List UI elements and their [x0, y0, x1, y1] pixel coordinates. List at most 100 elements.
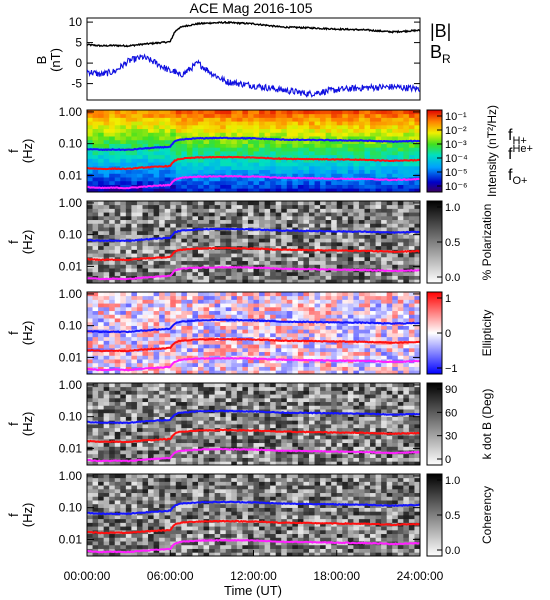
heatmap-cell [153, 427, 160, 432]
heatmap-cell [342, 212, 349, 217]
heatmap-cell [98, 275, 105, 280]
heatmap-cell [264, 453, 271, 458]
heatmap-cell [303, 173, 310, 178]
heatmap-cell [142, 310, 149, 315]
heatmap-cell [247, 355, 254, 360]
heatmap-cell [181, 158, 188, 163]
heatmap-cell [325, 215, 332, 221]
heatmap-cell [203, 435, 210, 440]
heatmap-cell [198, 212, 204, 217]
heatmap-cell [309, 431, 315, 436]
heatmap-cell [342, 132, 349, 137]
heatmap-cell [153, 450, 160, 455]
heatmap-cell [320, 215, 327, 221]
heatmap-cell [220, 268, 227, 273]
heatmap-cell [281, 253, 288, 258]
heatmap-cell [320, 147, 327, 152]
heatmap-cell [114, 314, 121, 319]
heatmap-cell [259, 173, 265, 178]
heatmap-cell [309, 405, 315, 410]
heatmap-cell [181, 264, 188, 269]
heatmap-cell [92, 314, 99, 319]
heatmap-cell [381, 143, 388, 148]
heatmap-cell [148, 355, 154, 360]
heatmap-cell [275, 306, 282, 312]
heatmap-cell [270, 256, 277, 262]
heatmap-cell [270, 212, 277, 217]
heatmap-cell [148, 412, 154, 417]
heatmap-cell [225, 219, 232, 224]
heatmap-cell [225, 333, 232, 338]
heatmap-cell [275, 271, 282, 276]
heatmap-cell [142, 147, 149, 152]
heatmap-cell [225, 234, 232, 239]
heatmap-cell [264, 424, 271, 429]
heatmap-cell [358, 271, 365, 276]
heatmap-cell [314, 110, 321, 115]
heatmap-cell [264, 340, 271, 345]
heatmap-cell [109, 314, 116, 319]
heatmap-cell [209, 435, 216, 440]
heatmap-cell [292, 450, 299, 455]
heatmap-cell [309, 340, 315, 345]
heatmap-cell [297, 219, 304, 224]
heatmap-cell [347, 223, 354, 228]
heatmap-cell [159, 212, 166, 217]
heatmap-cell [292, 390, 299, 395]
heatmap-cell [303, 303, 310, 308]
heatmap-cell [103, 321, 110, 326]
heatmap-cell [403, 184, 410, 189]
heatmap-cell [148, 204, 154, 209]
heatmap-cell [364, 208, 371, 213]
heatmap-cell [109, 230, 116, 235]
heatmap-cell [403, 208, 410, 213]
heatmap-cell [236, 256, 243, 262]
heatmap-cell [303, 461, 310, 466]
heatmap-cell [297, 314, 304, 319]
heatmap-cell [275, 386, 282, 391]
heatmap-cell [136, 201, 143, 206]
heatmap-cell [181, 431, 188, 436]
heatmap-cell [375, 208, 382, 213]
heatmap-cell [87, 169, 93, 174]
heatmap-cell [214, 340, 221, 345]
heatmap-cell [231, 128, 238, 133]
heatmap-cell [392, 169, 399, 174]
heatmap-cell [320, 227, 327, 232]
heatmap-cell [231, 208, 238, 213]
heatmap-cell [392, 143, 399, 148]
heatmap-cell [164, 351, 171, 356]
heatmap-cell [131, 113, 138, 118]
heatmap-cell [381, 260, 388, 265]
heatmap-cell [103, 154, 110, 159]
heatmap-cell [209, 344, 216, 349]
heatmap-cell [186, 314, 193, 319]
heatmap-cell [253, 162, 260, 167]
y-axis-label-unit: (Hz) [20, 139, 35, 164]
heatmap-cell [186, 397, 193, 403]
heatmap-cell [120, 264, 127, 269]
heatmap-cell [303, 329, 310, 334]
heatmap-cell [275, 136, 282, 141]
heatmap-cell [136, 139, 143, 144]
heatmap-cell [358, 208, 365, 213]
heatmap-cell [403, 275, 410, 280]
heatmap-cell [281, 351, 288, 356]
heatmap-cell [342, 121, 349, 126]
heatmap-cell [120, 397, 127, 403]
heatmap-cell [220, 299, 227, 304]
heatmap-cell [181, 184, 188, 189]
heatmap-cell [198, 188, 204, 193]
heatmap-cell [247, 292, 254, 297]
heatmap-cell [303, 253, 310, 258]
heatmap-cell [220, 162, 227, 167]
heatmap-cell [403, 329, 410, 334]
heatmap-cell [364, 173, 371, 178]
heatmap-cell [336, 128, 343, 133]
heatmap-cell [364, 292, 371, 297]
heatmap-cell [114, 435, 121, 440]
heatmap-cell [347, 306, 354, 312]
heatmap-cell [347, 184, 354, 189]
heatmap-cell [114, 208, 121, 213]
heatmap-cell [159, 154, 166, 159]
